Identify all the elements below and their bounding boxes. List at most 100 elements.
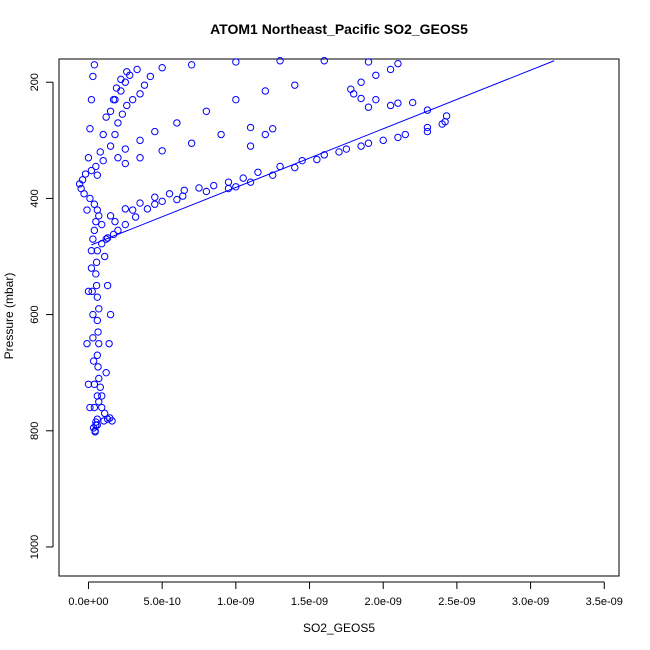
data-point: [92, 258, 101, 267]
x-axis-label: SO2_GEOS5: [303, 621, 375, 635]
data-point: [261, 130, 270, 139]
data-point: [232, 183, 240, 191]
data-point: [394, 99, 402, 107]
data-point: [94, 363, 102, 371]
series-line-segment: [91, 60, 555, 246]
data-point: [89, 357, 98, 365]
data-point: [114, 154, 122, 162]
data-point: [112, 84, 121, 92]
x-axis: 0.0e+00 5.0e-10 1.0e-09 1.5e-09 2.0e-09 2.5e-…: [68, 581, 623, 608]
data-point: [173, 119, 181, 127]
data-point: [90, 403, 99, 412]
data-point: [187, 61, 196, 69]
y-tick-label: 200: [29, 73, 41, 91]
data-point: [106, 414, 114, 422]
y-axis: 200 400 600 800 1000: [29, 73, 54, 559]
data-point: [100, 252, 109, 261]
y-axis-label: Pressure (mbar): [2, 273, 16, 360]
data-point: [335, 148, 343, 156]
data-point: [80, 190, 88, 198]
data-point: [423, 123, 432, 132]
data-point: [187, 139, 196, 147]
data-point: [95, 374, 103, 383]
data-point: [90, 200, 99, 208]
data-point: [99, 130, 107, 139]
data-point: [75, 180, 84, 188]
data-point: [93, 246, 102, 255]
data-point: [84, 154, 93, 162]
data-point: [136, 154, 144, 162]
data-point: [81, 170, 90, 178]
data-point: [87, 264, 96, 272]
data-point: [224, 178, 233, 186]
data-point: [133, 65, 141, 74]
data-point: [106, 310, 115, 319]
data-point: [151, 127, 159, 136]
data-point: [93, 171, 102, 179]
data-point: [86, 194, 94, 203]
data-point: [95, 305, 103, 313]
data-point: [83, 339, 91, 348]
data-point: [102, 235, 110, 243]
data-point: [136, 136, 144, 145]
data-point: [90, 226, 99, 235]
x-tick-label: 5.0e-10: [144, 596, 181, 608]
data-point: [254, 168, 262, 176]
data-point: [298, 156, 306, 165]
data-point: [202, 187, 211, 196]
data-point: [246, 123, 255, 132]
data-point: [83, 206, 91, 214]
data-point: [87, 246, 96, 255]
data-point: [121, 159, 130, 168]
data-point: [95, 212, 103, 220]
data-point: [91, 427, 99, 435]
data-point: [90, 61, 99, 69]
data-point: [313, 155, 321, 164]
data-point: [128, 95, 137, 104]
y-tick-label: 600: [29, 305, 41, 323]
data-point: [246, 178, 255, 186]
data-point: [268, 171, 277, 179]
chart-title: ATOM1 Northeast_Pacific SO2_GEOS5: [210, 21, 468, 37]
data-point: [118, 110, 127, 118]
data-point: [92, 217, 100, 226]
data-point: [93, 316, 102, 325]
data-point: [408, 98, 417, 107]
data-point: [146, 72, 155, 81]
data-point: [158, 147, 166, 155]
data-point: [131, 213, 140, 221]
x-tick-label: 1.0e-09: [217, 596, 254, 608]
data-point: [357, 94, 365, 103]
data-point: [87, 95, 96, 104]
data-point: [386, 65, 395, 74]
data-point: [94, 328, 102, 336]
data-point: [84, 380, 93, 389]
data-point: [102, 113, 110, 121]
data-point: [111, 217, 119, 226]
y-tick-label: 800: [29, 422, 41, 440]
data-point: [210, 181, 218, 190]
data-point: [442, 112, 451, 120]
data-point: [121, 220, 130, 229]
data-point: [401, 130, 410, 139]
data-point: [165, 190, 174, 198]
data-point: [136, 90, 144, 98]
data-point: [86, 125, 94, 133]
data-point: [98, 403, 106, 412]
data-point: [217, 130, 225, 139]
data-point: [232, 58, 240, 66]
data-point: [96, 148, 104, 156]
data-point: [291, 163, 299, 172]
data-point: [100, 409, 109, 418]
data-point: [102, 368, 110, 377]
data-point: [95, 339, 103, 348]
data-point: [128, 206, 137, 214]
data-point: [140, 81, 149, 89]
data-point: [143, 205, 152, 213]
data-point: [291, 81, 299, 89]
data-point: [84, 287, 93, 296]
data-point: [123, 101, 131, 110]
data-point: [111, 130, 119, 139]
